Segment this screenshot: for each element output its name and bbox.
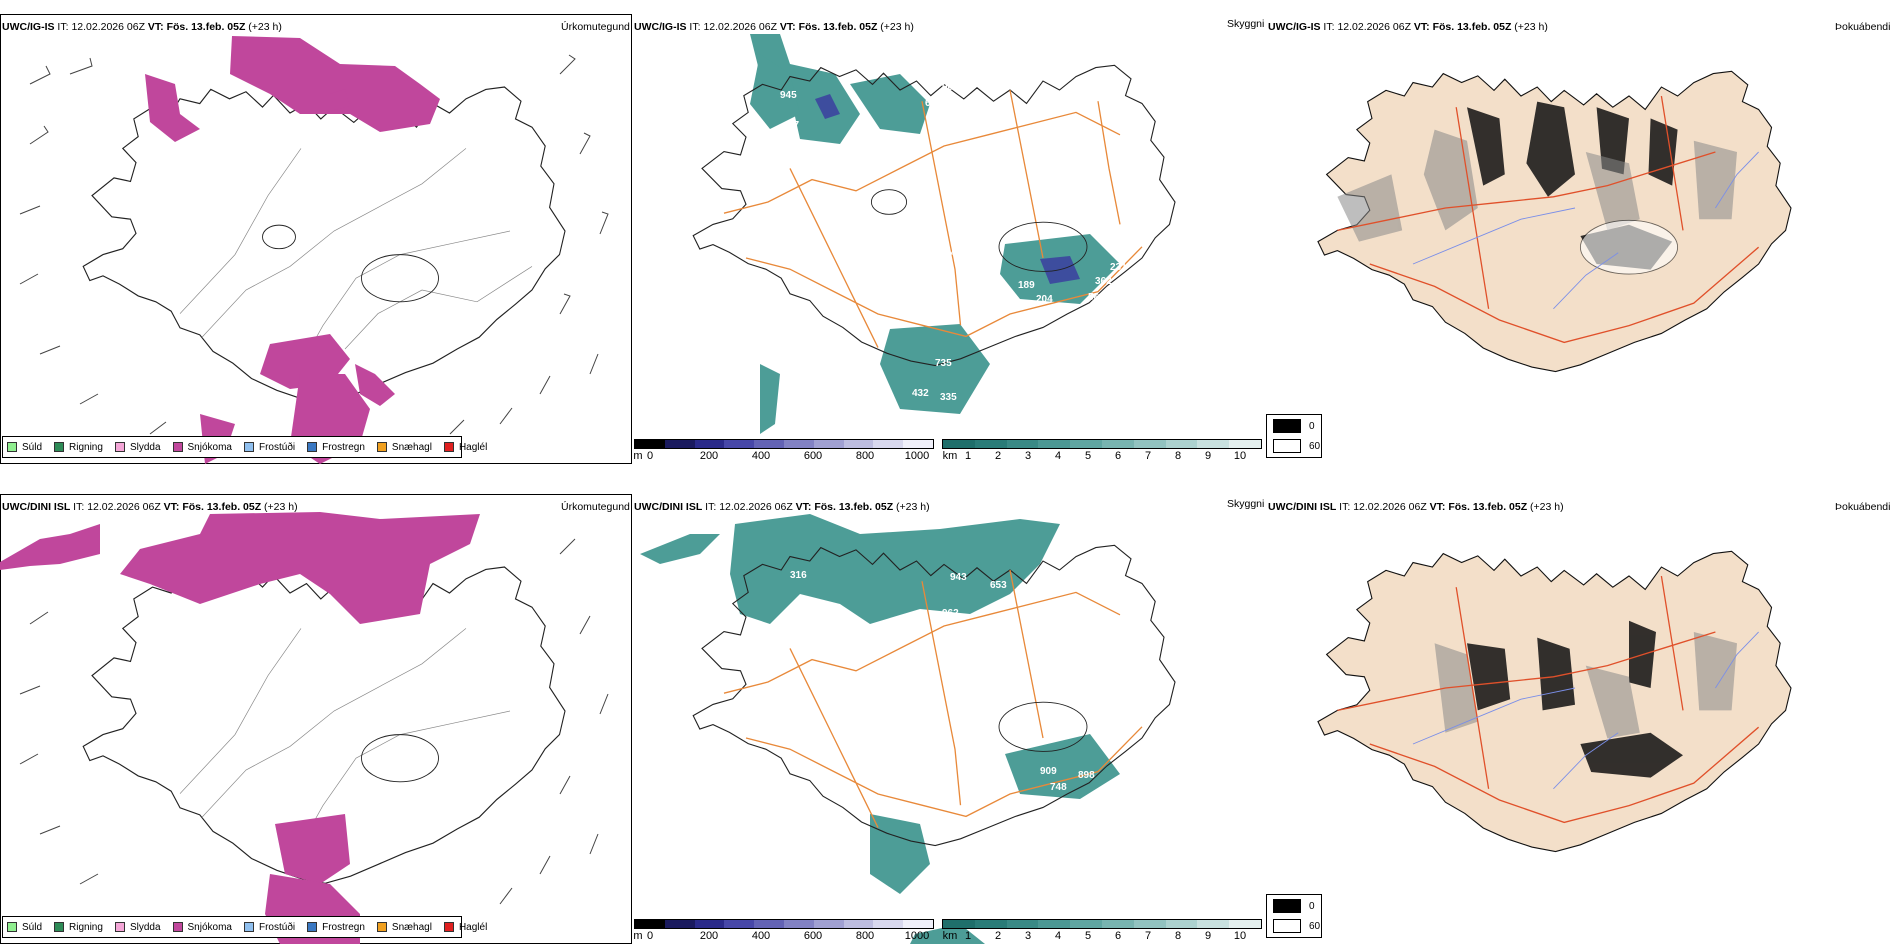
cloud-label: 670	[925, 98, 942, 109]
ceiling-tick: 200	[699, 450, 719, 462]
cloud-label: 482	[778, 622, 795, 633]
legend-item-0: Súld	[7, 442, 42, 453]
fog-title-row1: Þokuábendi	[1835, 21, 1891, 33]
fog-map-row1	[1317, 70, 1792, 373]
cloud-label: 362	[1095, 276, 1112, 287]
precip-title-row1: Úrkomutegund	[561, 21, 630, 33]
cloud-map-row1: 958 945 906 670 716 591 87 146 189 204 5…	[692, 34, 1176, 434]
visibility-colorbar-row1	[942, 439, 1262, 449]
cloud-title-row1: Skyggni	[1227, 18, 1265, 30]
cloud-map-row2: 158 316 482 943 962 653 909 898 748	[640, 514, 1176, 944]
cloud-label: 906	[942, 82, 959, 93]
precip-legend: Súld Rigning Slydda Snjókoma Frostúði Fr…	[2, 916, 487, 938]
visibility-unit: km	[942, 450, 958, 462]
wind-barbs	[19, 54, 609, 435]
fog-legend-row1: 0 60	[1266, 414, 1322, 458]
visibility-ticks-row1: km 1 2 3 4 5 6 7 8 9 10	[942, 450, 1247, 462]
ceiling-tick: 800	[855, 450, 875, 462]
roads	[723, 89, 1143, 348]
ceiling-ticks-row2: m 0 200 400 600 800 1000	[633, 930, 930, 942]
header-row2-fog: UWC/DINI ISL IT: 12.02.2026 06Z VT: Fös.…	[1268, 501, 1564, 513]
precip-title-row2: Úrkomutegund	[561, 501, 630, 513]
roads	[179, 148, 533, 385]
ceiling-unit: m	[633, 450, 643, 462]
fog-legend-row2: 0 60	[1266, 894, 1322, 938]
legend-item-6: Snæhagl	[376, 442, 432, 453]
legend-item-2: Slydda	[114, 442, 161, 453]
ceiling-tick: 400	[751, 450, 771, 462]
cloud-label: 653	[990, 580, 1007, 591]
ceiling-colorbar-row2	[634, 919, 934, 929]
fog-title-row2: Þokuábendi	[1835, 501, 1891, 513]
cloud-label: 87	[788, 120, 800, 131]
legend-item-5: Frostregn	[307, 442, 365, 453]
ceiling-ticks-row1: m 0 200 400 600 800 1000	[633, 450, 934, 464]
cloud-label: 962	[942, 608, 959, 619]
cloud-label: 158	[1090, 520, 1107, 531]
cloud-label: 716	[982, 104, 999, 115]
legend-item-4: Frostúði	[243, 442, 295, 453]
header-row1-fog: UWC/IG-IS IT: 12.02.2026 06Z VT: Fös. 13…	[1268, 21, 1548, 33]
cloud-label: 231	[1110, 262, 1127, 273]
precip-panel-row1: Súld Rigning Slydda Snjókoma Frostúði Fr…	[0, 14, 632, 464]
precip-panel-row2: Súld Rigning Slydda Snjókoma Frostúði Fr…	[0, 494, 632, 944]
cloud-label: 735	[935, 358, 952, 369]
ceiling-tick: 0	[646, 450, 654, 462]
snow-areas	[0, 512, 480, 944]
roads	[1337, 95, 1760, 344]
header-row1-cloud: UWC/IG-IS IT: 12.02.2026 06Z VT: Fös. 13…	[634, 21, 914, 33]
cloud-label: 943	[950, 572, 967, 583]
precip-map-row1	[19, 36, 609, 464]
cloud-label: 591	[768, 144, 785, 155]
ceiling-tick: 1000	[904, 450, 930, 462]
visibility-colorbar-row2	[942, 919, 1262, 929]
cloud-label: 204	[1036, 294, 1053, 305]
precip-map-row2	[0, 512, 609, 944]
cloud-label: 898	[1078, 770, 1095, 781]
precip-legend: Súld Rigning Slydda Snjókoma Frostúði Fr…	[2, 436, 487, 458]
rivers	[1412, 151, 1759, 310]
cloud-label: 945	[780, 90, 797, 101]
cloud-label: 146	[945, 248, 962, 259]
visibility-ticks-row2: km 1 2 3 4 5 6 7 8 9 10	[942, 930, 1247, 942]
snow-areas	[145, 36, 440, 464]
cloud-label: 56	[1088, 292, 1100, 303]
cloud-label: 909	[1040, 766, 1057, 777]
fog-map-row2	[1317, 550, 1792, 853]
ceiling-colorbar-row1	[634, 439, 934, 449]
header-row1-precip: UWC/IG-IS IT: 12.02.2026 06Z VT: Fös. 13…	[2, 21, 282, 33]
visibility-areas	[750, 34, 1120, 434]
header-row2-cloud: UWC/DINI ISL IT: 12.02.2026 06Z VT: Fös.…	[634, 501, 930, 513]
cloud-title-row2: Skyggni	[1227, 498, 1265, 510]
cloud-label: 316	[790, 570, 807, 581]
legend-item-7: Haglél	[443, 442, 487, 453]
cloud-label: 335	[940, 392, 957, 403]
ceiling-tick: 600	[803, 450, 823, 462]
cloud-label: 432	[912, 388, 929, 399]
legend-item-3: Snjókoma	[172, 442, 232, 453]
cloud-label: 958	[920, 46, 937, 57]
cloud-label: 748	[1050, 782, 1067, 793]
header-row2-precip: UWC/DINI ISL IT: 12.02.2026 06Z VT: Fös.…	[2, 501, 298, 513]
ceiling-swatch	[635, 440, 665, 448]
legend-item-1: Rigning	[54, 442, 103, 453]
cloud-label: 189	[1018, 280, 1035, 291]
